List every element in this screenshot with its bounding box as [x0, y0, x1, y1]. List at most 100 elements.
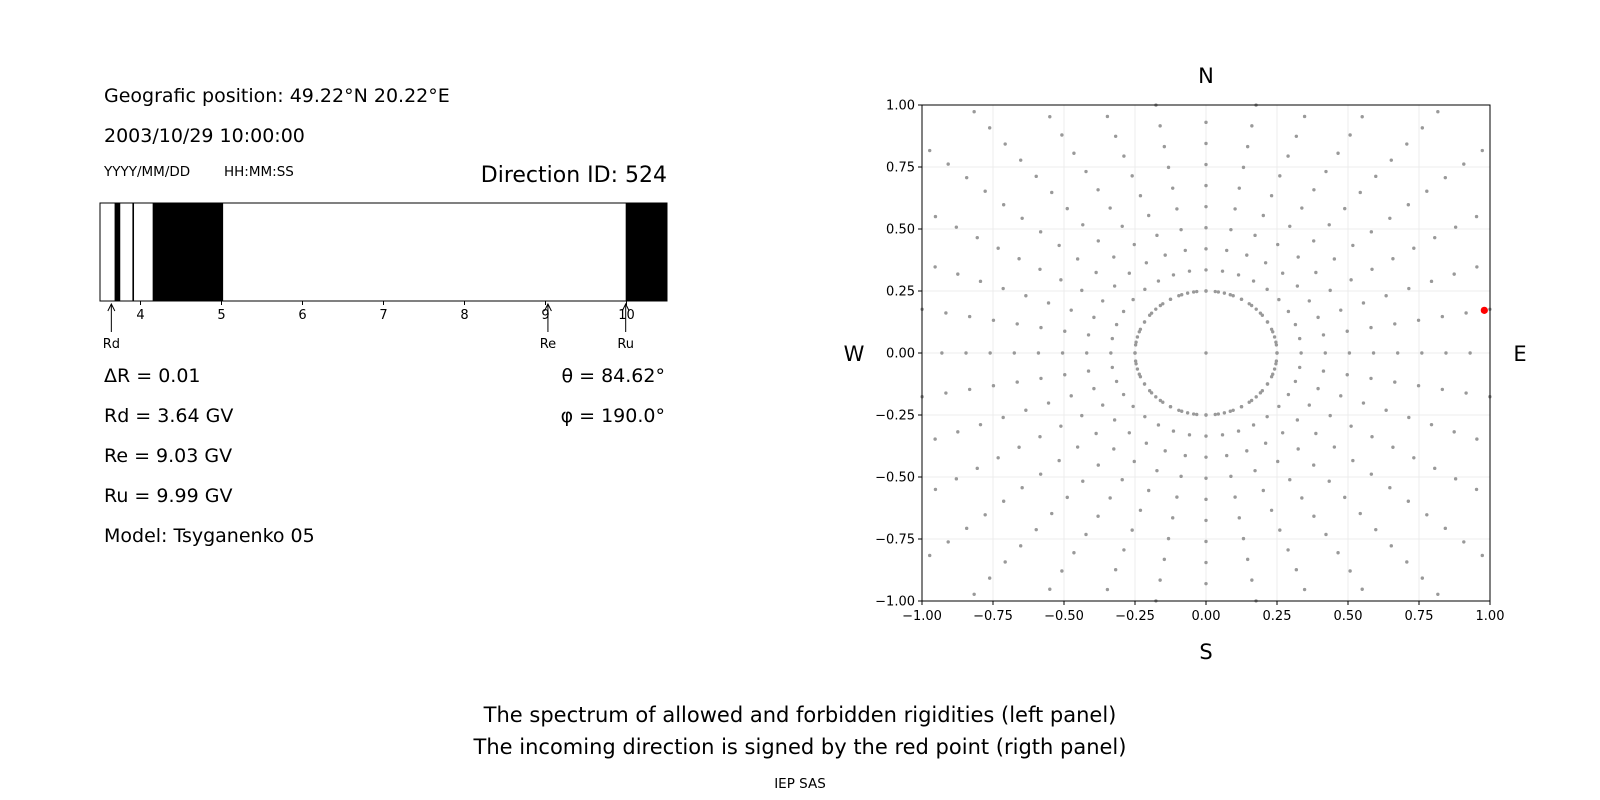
grid-point [1475, 437, 1479, 441]
direction-map-chart: −1.00−1.00 −0.75 −0.75 −0.50 −0.50 −0.25 −0.25… [844, 64, 1527, 664]
rd-arrow-head [107, 302, 116, 312]
map-ytick-label: 0.25 [886, 285, 915, 300]
grid-point [1327, 479, 1331, 483]
grid-point [1312, 239, 1316, 243]
grid-point-inner-ring [1154, 307, 1158, 311]
grid-point [1020, 486, 1024, 490]
grid-point [1072, 151, 1076, 155]
grid-point-inner-ring [1195, 412, 1199, 417]
grid-point [1138, 508, 1143, 513]
grid-point-inner-ring [1272, 367, 1277, 371]
grid-point [1228, 409, 1232, 413]
grid-point [1086, 369, 1091, 373]
grid-point [1370, 267, 1374, 271]
grid-point [1286, 154, 1290, 158]
grid-point [1236, 429, 1241, 433]
footer-credit: IEP SAS [774, 776, 826, 792]
grid-point [1146, 213, 1151, 218]
grid-point [1277, 297, 1281, 302]
grid-point [964, 526, 969, 531]
grid-point [1299, 351, 1303, 355]
grid-point [1001, 499, 1006, 503]
grid-point [1302, 114, 1307, 119]
map-xtick-label: −1.00 [902, 609, 942, 624]
grid-point-inner-ring [1204, 413, 1208, 417]
grid-point [1015, 322, 1019, 326]
grid-point [1131, 297, 1135, 302]
grid-point [1012, 351, 1016, 355]
grid-point [933, 265, 937, 269]
grid-point [1324, 169, 1328, 174]
grid-point [1162, 557, 1167, 562]
grid-point [1132, 459, 1136, 464]
map-xtick-label: −0.75 [973, 609, 1013, 624]
grid-point [991, 384, 996, 388]
grid-point [1204, 434, 1208, 438]
grid-point-inner-ring [1222, 411, 1227, 415]
grid-point [1251, 423, 1256, 427]
grid-point [1245, 144, 1250, 149]
grid-point [1204, 204, 1208, 209]
grid-point-inner-ring [1204, 289, 1208, 293]
grid-point [1183, 248, 1187, 253]
grid-point [1321, 369, 1326, 373]
grid-point [1109, 351, 1113, 355]
grid-point [1229, 227, 1233, 232]
grid-point [1249, 398, 1254, 403]
grid-point [1130, 174, 1134, 178]
grid-point [1406, 203, 1411, 207]
grid-point [983, 513, 987, 517]
grid-point [1204, 539, 1208, 544]
grid-point [1048, 587, 1052, 591]
grid-point [1405, 560, 1409, 564]
grid-point-inner-ring [1168, 297, 1173, 302]
grid-point-inner-ring [1135, 367, 1140, 371]
grid-point [1050, 190, 1054, 195]
grid-point-inner-ring [1231, 294, 1235, 298]
grid-point [1096, 463, 1100, 467]
grid-point [1038, 267, 1042, 271]
phi-value: φ = 190.0° [560, 405, 665, 427]
map-ytick-label: 0.50 [886, 223, 915, 238]
grid-point [1416, 318, 1421, 322]
grid-point [1112, 255, 1116, 259]
grid-point [1204, 162, 1208, 167]
grid-point [1075, 257, 1080, 261]
grid-point [1389, 544, 1393, 548]
grid-point [1039, 376, 1043, 381]
grid-point [1440, 387, 1445, 392]
forbidden-band-3 [625, 203, 667, 301]
grid-point [1412, 456, 1416, 460]
grid-point [1307, 299, 1311, 303]
grid-point [1019, 544, 1023, 548]
grid-point-inner-ring [1265, 320, 1270, 324]
grid-point [1001, 415, 1005, 420]
grid-point [1204, 120, 1208, 125]
grid-point [1057, 243, 1061, 248]
grid-point [1105, 114, 1110, 119]
grid-point [1081, 223, 1085, 227]
datetime: 2003/10/29 10:00:00 [104, 125, 305, 147]
grid-point [1069, 308, 1073, 312]
grid-point [1220, 269, 1225, 273]
grid-point [1080, 413, 1084, 418]
grid-point [1440, 314, 1445, 319]
spectrum-tick-label-8: 8 [460, 308, 468, 323]
grid-point [1425, 189, 1429, 193]
grid-point [1274, 340, 1278, 344]
grid-point [1017, 257, 1021, 261]
grid-point [1075, 445, 1080, 449]
grid-point [1121, 309, 1126, 314]
grid-point [1405, 142, 1409, 146]
grid-point [1166, 165, 1171, 170]
grid-point [1250, 578, 1254, 582]
grid-point [1081, 479, 1085, 483]
grid-point [964, 175, 969, 180]
grid-point [1345, 329, 1349, 333]
ru-value: Ru = 9.99 GV [104, 485, 233, 507]
grid-point [1245, 253, 1249, 257]
grid-point [1314, 431, 1318, 436]
grid-point [1225, 453, 1229, 458]
grid-point [1162, 144, 1167, 149]
grid-point [1127, 431, 1132, 435]
